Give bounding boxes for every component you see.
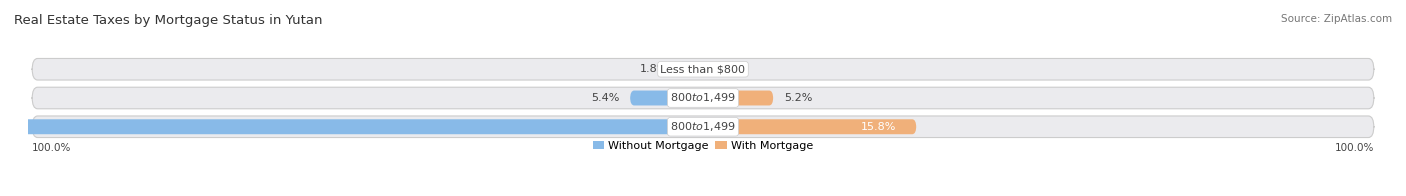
FancyBboxPatch shape	[32, 116, 1374, 138]
Text: 15.8%: 15.8%	[860, 122, 896, 132]
Text: 100.0%: 100.0%	[1334, 143, 1374, 153]
FancyBboxPatch shape	[630, 91, 703, 105]
FancyBboxPatch shape	[32, 58, 1374, 80]
Text: 1.8%: 1.8%	[640, 64, 668, 74]
FancyBboxPatch shape	[0, 119, 703, 134]
Legend: Without Mortgage, With Mortgage: Without Mortgage, With Mortgage	[593, 141, 813, 151]
Text: Real Estate Taxes by Mortgage Status in Yutan: Real Estate Taxes by Mortgage Status in …	[14, 14, 322, 27]
FancyBboxPatch shape	[703, 119, 917, 134]
Text: 100.0%: 100.0%	[32, 143, 72, 153]
Text: $800 to $1,499: $800 to $1,499	[671, 92, 735, 104]
Text: Less than $800: Less than $800	[661, 64, 745, 74]
Text: 5.4%: 5.4%	[591, 93, 619, 103]
Text: Source: ZipAtlas.com: Source: ZipAtlas.com	[1281, 14, 1392, 24]
FancyBboxPatch shape	[679, 62, 703, 77]
Text: $800 to $1,499: $800 to $1,499	[671, 120, 735, 133]
FancyBboxPatch shape	[32, 87, 1374, 109]
FancyBboxPatch shape	[703, 91, 773, 105]
Text: 0.0%: 0.0%	[714, 64, 742, 74]
Text: 5.2%: 5.2%	[785, 93, 813, 103]
